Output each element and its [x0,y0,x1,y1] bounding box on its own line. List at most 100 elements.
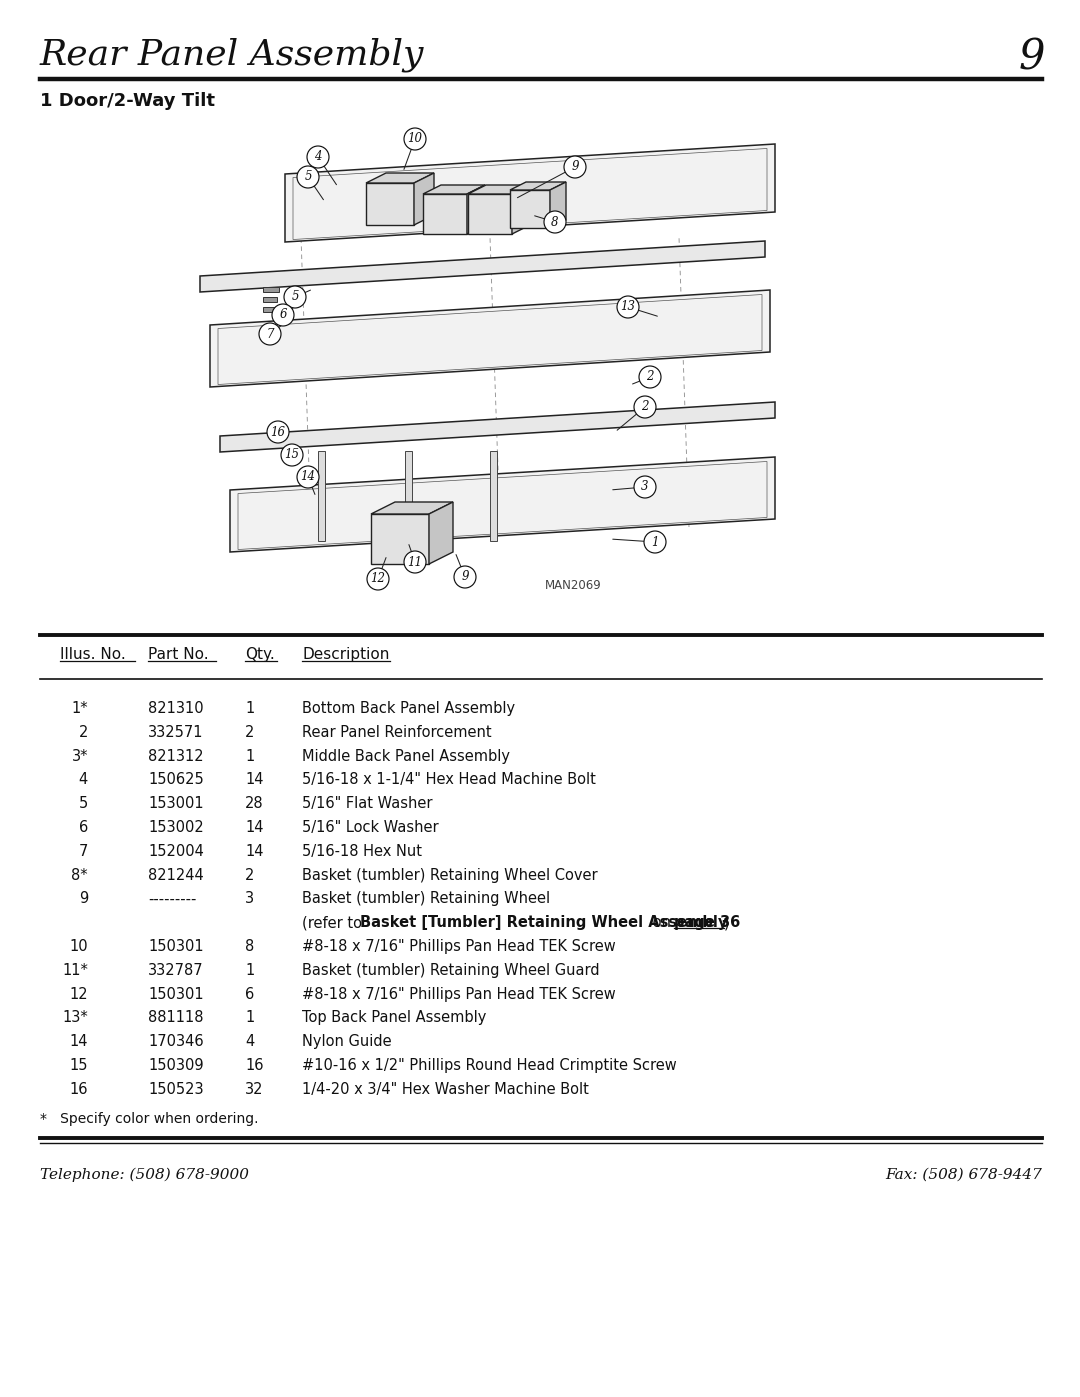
Polygon shape [230,457,775,552]
Text: 14: 14 [245,844,264,859]
Circle shape [267,420,289,443]
Text: 1: 1 [245,701,254,717]
Text: 1 Door/2-Way Tilt: 1 Door/2-Way Tilt [40,92,215,110]
Bar [264,307,276,312]
Text: 15: 15 [284,448,299,461]
Polygon shape [220,402,775,453]
Text: 881118: 881118 [148,1010,203,1025]
Text: Telephone: (508) 678-9000: Telephone: (508) 678-9000 [40,1168,249,1182]
Polygon shape [366,183,414,225]
Text: Description: Description [302,647,390,662]
Text: 153001: 153001 [148,796,204,812]
Text: 150625: 150625 [148,773,204,788]
Circle shape [639,366,661,388]
Text: 5/16" Lock Washer: 5/16" Lock Washer [302,820,438,835]
Polygon shape [468,194,512,235]
Circle shape [564,156,586,177]
Text: Basket [Tumbler] Retaining Wheel Assembly: Basket [Tumbler] Retaining Wheel Assembl… [360,915,727,930]
Text: 14: 14 [245,773,264,788]
Text: 5/16-18 x 1-1/4" Hex Head Machine Bolt: 5/16-18 x 1-1/4" Hex Head Machine Bolt [302,773,596,788]
Circle shape [404,550,426,573]
Text: 1/4-20 x 3/4" Hex Washer Machine Bolt: 1/4-20 x 3/4" Hex Washer Machine Bolt [302,1081,589,1097]
Text: 6: 6 [79,820,87,835]
Polygon shape [285,144,775,242]
Polygon shape [200,242,765,292]
Polygon shape [429,502,453,564]
Text: Top Back Panel Assembly: Top Back Panel Assembly [302,1010,486,1025]
Text: 8: 8 [245,939,254,954]
Text: 12: 12 [370,573,386,585]
Text: 14: 14 [245,820,264,835]
Text: 7: 7 [79,844,87,859]
Text: 150309: 150309 [148,1058,204,1073]
Circle shape [644,531,666,553]
Circle shape [544,211,566,233]
Text: 9: 9 [79,891,87,907]
Text: #10-16 x 1/2" Phillips Round Head Crimptite Screw: #10-16 x 1/2" Phillips Round Head Crimpt… [302,1058,677,1073]
Circle shape [307,147,329,168]
Polygon shape [550,182,566,228]
Text: 1*: 1* [71,701,87,717]
Circle shape [617,296,639,319]
Circle shape [454,566,476,588]
Text: 7: 7 [267,327,273,341]
Polygon shape [372,502,453,514]
Text: 2: 2 [642,401,649,414]
Text: ): ) [724,915,730,930]
Text: *   Specify color when ordering.: * Specify color when ordering. [40,1112,258,1126]
Polygon shape [423,184,485,194]
Text: 5: 5 [305,170,312,183]
Polygon shape [510,182,566,190]
Circle shape [297,467,319,488]
Polygon shape [372,514,429,564]
Text: 2: 2 [79,725,87,740]
Polygon shape [210,291,770,387]
Text: 9: 9 [461,570,469,584]
Bar [318,451,325,541]
Text: Qty.: Qty. [245,647,274,662]
Text: 1: 1 [245,963,254,978]
Circle shape [284,286,306,307]
Text: 150301: 150301 [148,939,204,954]
Text: 1: 1 [245,1010,254,1025]
Text: 1: 1 [245,749,254,764]
Text: 3*: 3* [71,749,87,764]
Text: 15: 15 [69,1058,87,1073]
Text: 3: 3 [245,891,254,907]
Text: 150301: 150301 [148,986,204,1002]
Text: Fax: (508) 678-9447: Fax: (508) 678-9447 [886,1168,1042,1182]
Text: 5: 5 [79,796,87,812]
Text: (refer to: (refer to [302,915,366,930]
Text: 5: 5 [292,291,299,303]
Text: 3: 3 [642,481,649,493]
Polygon shape [366,173,434,183]
Text: 13*: 13* [63,1010,87,1025]
Text: #8-18 x 7/16" Phillips Pan Head TEK Screw: #8-18 x 7/16" Phillips Pan Head TEK Scre… [302,939,616,954]
Text: 152004: 152004 [148,844,204,859]
Text: 9: 9 [571,161,579,173]
Text: 153002: 153002 [148,820,204,835]
Circle shape [634,395,656,418]
Bar [490,451,497,541]
Polygon shape [467,184,485,235]
Text: 8: 8 [551,215,558,229]
Text: Middle Back Panel Assembly: Middle Back Panel Assembly [302,749,510,764]
Text: 821244: 821244 [148,868,204,883]
Text: MAN2069: MAN2069 [545,578,602,592]
Text: Basket (tumbler) Retaining Wheel Cover: Basket (tumbler) Retaining Wheel Cover [302,868,597,883]
Text: 6: 6 [245,986,254,1002]
Text: 5/16" Flat Washer: 5/16" Flat Washer [302,796,432,812]
Text: 150523: 150523 [148,1081,204,1097]
Text: ---------: --------- [148,891,197,907]
Text: 14: 14 [69,1034,87,1049]
Text: Basket (tumbler) Retaining Wheel Guard: Basket (tumbler) Retaining Wheel Guard [302,963,599,978]
Text: page 36: page 36 [674,915,740,930]
Text: 332787: 332787 [148,963,204,978]
Text: 170346: 170346 [148,1034,204,1049]
Text: 10: 10 [407,133,422,145]
Polygon shape [512,184,530,235]
Text: 2: 2 [646,370,653,384]
Polygon shape [423,194,467,235]
Circle shape [272,305,294,326]
Text: 4: 4 [245,1034,254,1049]
